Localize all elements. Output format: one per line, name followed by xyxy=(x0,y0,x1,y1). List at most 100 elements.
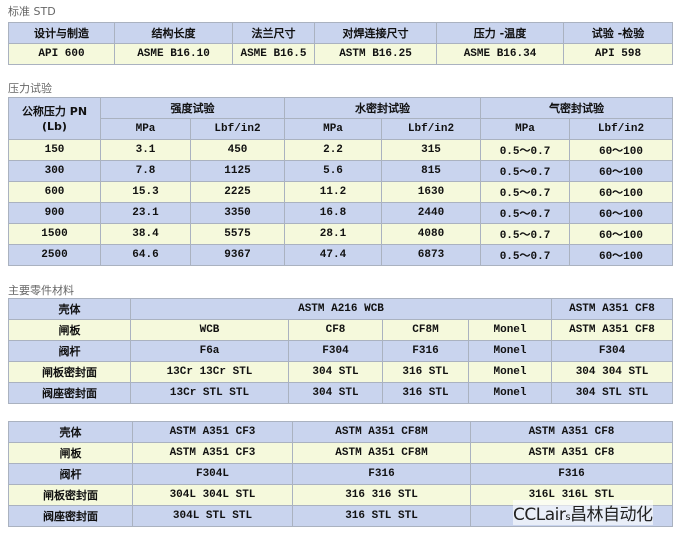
cell: 304 STL xyxy=(288,382,383,404)
unit-header: MPa xyxy=(284,118,382,140)
cell: F316 xyxy=(382,340,469,362)
std-value: ASME B16.10 xyxy=(114,43,233,65)
cell: 2440 xyxy=(381,202,481,224)
cell: 60～100 xyxy=(569,181,673,203)
unit-header: MPa xyxy=(480,118,570,140)
group-header: 水密封试验 xyxy=(284,97,481,119)
cell: Monel xyxy=(467,361,553,383)
cell: ASTM A351 CF8 xyxy=(551,319,674,341)
std-value: ASME B16.34 xyxy=(436,43,564,65)
table-row: 壳体 ASTM A351 CF3 ASTM A351 CF8M ASTM A351 C… xyxy=(8,421,673,443)
cell: ASTM A351 CF8 xyxy=(551,298,674,320)
cell: 6873 xyxy=(381,244,481,266)
cell: 0.5～0.7 xyxy=(480,181,570,203)
cell: 0.5～0.7 xyxy=(480,244,570,266)
std-header: 法兰尺寸 xyxy=(232,22,315,44)
cell: WCB xyxy=(130,319,289,341)
cell: 2500 xyxy=(8,244,101,266)
std-header: 试验 -检验 xyxy=(563,22,673,44)
table-row: 150 3.1 450 2.2 315 0.5～0.7 60～100 xyxy=(8,139,673,161)
unit-header: Lbf/in2 xyxy=(569,118,673,140)
cell: 900 xyxy=(8,202,101,224)
cell: F316 xyxy=(470,463,673,485)
part-label: 壳体 xyxy=(8,298,131,320)
materials-table-2: 壳体 ASTM A351 CF3 ASTM A351 CF8M ASTM A351 C… xyxy=(8,421,673,527)
cell: 316 STL xyxy=(382,382,469,404)
std-header: 设计与制造 xyxy=(8,22,115,44)
cell: Monel xyxy=(467,340,553,362)
std-header: 结构长度 xyxy=(114,22,233,44)
cell: F6a xyxy=(130,340,289,362)
cell: 815 xyxy=(381,160,481,182)
cell: 450 xyxy=(190,139,285,161)
cell: 16.8 xyxy=(284,202,382,224)
cell: CF8M xyxy=(382,319,469,341)
cell: ASTM A351 CF3 xyxy=(132,421,293,443)
cell: F316 xyxy=(292,463,471,485)
cell: 2.2 xyxy=(284,139,382,161)
cell: 4080 xyxy=(381,223,481,245)
cell: 60～100 xyxy=(569,160,673,182)
cell: 23.1 xyxy=(100,202,191,224)
std-table: 设计与制造 结构长度 法兰尺寸 对焊连接尺寸 压力 -温度 试验 -检验 API 600 A… xyxy=(8,22,673,65)
cell: 304L STL STL xyxy=(132,505,293,527)
cell: 64.6 xyxy=(100,244,191,266)
table-row: 闸板 ASTM A351 CF3 ASTM A351 CF8M ASTM A351 C… xyxy=(8,442,673,464)
cell: 3350 xyxy=(190,202,285,224)
cell: 13Cr 13Cr STL xyxy=(130,361,289,383)
cell: 1500 xyxy=(8,223,101,245)
cell: F304L xyxy=(132,463,293,485)
table-row: 壳体 ASTM A216 WCB ASTM A351 CF8 xyxy=(8,298,674,320)
cell: 5575 xyxy=(190,223,285,245)
cell: 13Cr STL STL xyxy=(130,382,289,404)
cell: 38.4 xyxy=(100,223,191,245)
nominal-pressure-header: 公称压力 PN (Lb) xyxy=(8,97,101,140)
cell: 316 STL STL xyxy=(292,505,471,527)
cell: 300 xyxy=(8,160,101,182)
std-value: API 600 xyxy=(8,43,115,65)
cell: ASTM A351 CF8M xyxy=(292,421,471,443)
table-row: 闸板 WCB CF8 CF8M Monel ASTM A351 CF8 xyxy=(8,319,674,341)
cell: F304 xyxy=(288,340,383,362)
std-value: ASME B16.5 xyxy=(232,43,315,65)
table-row: 闸板密封面 13Cr 13Cr STL 304 STL 316 STL Monel 304… xyxy=(8,361,674,383)
cell: 0.5～0.7 xyxy=(480,139,570,161)
cell: ASTM A216 WCB xyxy=(129,298,553,320)
part-label: 闸板 xyxy=(8,319,131,341)
table-row: 阀杆 F304L F316 F316 xyxy=(8,463,673,485)
table-row: 1500 38.4 5575 28.1 4080 0.5～0.7 60～100 xyxy=(8,223,673,245)
cell: 47.4 xyxy=(284,244,382,266)
pressure-section-title: 压力试验 xyxy=(8,82,52,95)
unit-header: Lbf/in2 xyxy=(190,118,285,140)
table-row: 600 15.3 2225 11.2 1630 0.5～0.7 60～100 xyxy=(8,181,673,203)
cell: 1630 xyxy=(381,181,481,203)
part-label: 壳体 xyxy=(8,421,133,443)
cell: 1125 xyxy=(190,160,285,182)
unit-header: MPa xyxy=(100,118,191,140)
materials-table-1: 壳体 ASTM A216 WCB ASTM A351 CF8 闸板 WCB CF8 C… xyxy=(8,298,674,404)
cell: Monel xyxy=(467,382,553,404)
cell: 600 xyxy=(8,181,101,203)
std-header: 对焊连接尺寸 xyxy=(314,22,437,44)
cell: 150 xyxy=(8,139,101,161)
group-header: 强度试验 xyxy=(100,97,285,119)
cell: 0.5～0.7 xyxy=(480,160,570,182)
std-value: API 598 xyxy=(563,43,673,65)
cell: Monel xyxy=(467,319,553,341)
table-row: 900 23.1 3350 16.8 2440 0.5～0.7 60～100 xyxy=(8,202,673,224)
part-label: 闸板 xyxy=(8,442,133,464)
cell: 2225 xyxy=(190,181,285,203)
cell: 0.5～0.7 xyxy=(480,223,570,245)
cell: 304L 304L STL xyxy=(132,484,293,506)
table-row: 阀座密封面 13Cr STL STL 304 STL 316 STL Monel 304 … xyxy=(8,382,674,404)
cell: 28.1 xyxy=(284,223,382,245)
cell: 0.5～0.7 xyxy=(480,202,570,224)
cell: 60～100 xyxy=(569,244,673,266)
std-header: 压力 -温度 xyxy=(436,22,564,44)
cell: F304 xyxy=(551,340,674,362)
part-label: 闸板密封面 xyxy=(8,361,131,383)
cell: 7.8 xyxy=(100,160,191,182)
part-label: 闸板密封面 xyxy=(8,484,133,506)
cell: 315 xyxy=(381,139,481,161)
cell: 15.3 xyxy=(100,181,191,203)
